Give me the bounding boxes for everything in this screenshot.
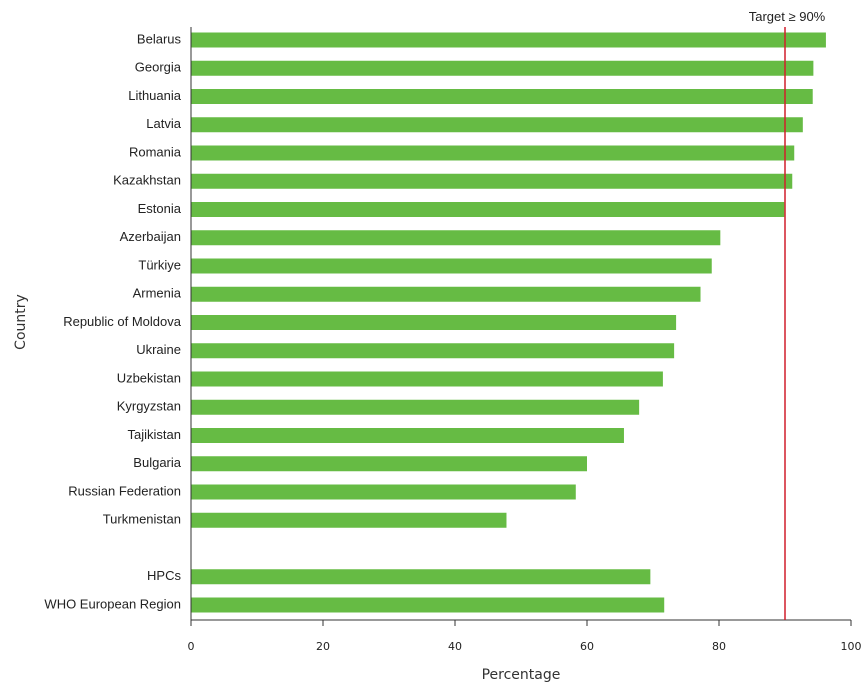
y-axis-title: Country [13,294,29,350]
x-tick-label: 0 [188,640,195,653]
bar [191,400,639,415]
category-label: Armenia [133,286,182,301]
category-label: HPCs [147,568,181,583]
bar [191,33,826,48]
category-label: Bulgaria [133,455,181,470]
category-label: Kazakhstan [113,173,181,188]
category-label: Georgia [135,60,182,75]
bar [191,428,624,443]
bar [191,513,506,528]
category-label: Türkiye [138,257,181,272]
bar [191,485,576,500]
bars [191,33,826,613]
x-tick-label: 40 [448,640,462,653]
x-tick-label: 20 [316,640,330,653]
bar [191,343,674,358]
bar [191,569,650,584]
bar [191,287,701,302]
bar [191,89,813,104]
category-label: Azerbaijan [120,229,181,244]
category-label: Romania [129,144,182,159]
bar [191,146,794,161]
category-label: Latvia [146,116,181,131]
bar [191,372,663,387]
bar [191,117,803,132]
category-label: WHO European Region [44,596,181,611]
bar [191,598,664,613]
category-label: Russian Federation [68,483,181,498]
x-tick-label: 80 [712,640,726,653]
category-label: Uzbekistan [117,370,181,385]
target-label: Target ≥ 90% [749,9,826,24]
category-label: Lithuania [128,88,182,103]
x-axis-ticks: 0 20 40 60 80 100 [188,620,862,653]
category-label: Belarus [137,31,182,46]
x-tick-label: 100 [841,640,862,653]
bar [191,174,792,189]
bar [191,202,784,217]
category-label: Republic of Moldova [63,314,182,329]
bar [191,456,587,471]
x-axis-title: Percentage [482,667,561,683]
x-tick-label: 60 [580,640,594,653]
category-label: Ukraine [136,342,181,357]
bar [191,259,712,274]
bar [191,315,676,330]
bar [191,230,720,245]
category-label: Tajikistan [128,427,181,442]
category-label: Turkmenistan [103,512,181,527]
category-label: Kyrgyzstan [117,399,181,414]
bar [191,61,813,76]
category-label: Estonia [138,201,182,216]
category-labels: Belarus Georgia Lithuania Latvia Romania Kaza… [44,31,181,611]
